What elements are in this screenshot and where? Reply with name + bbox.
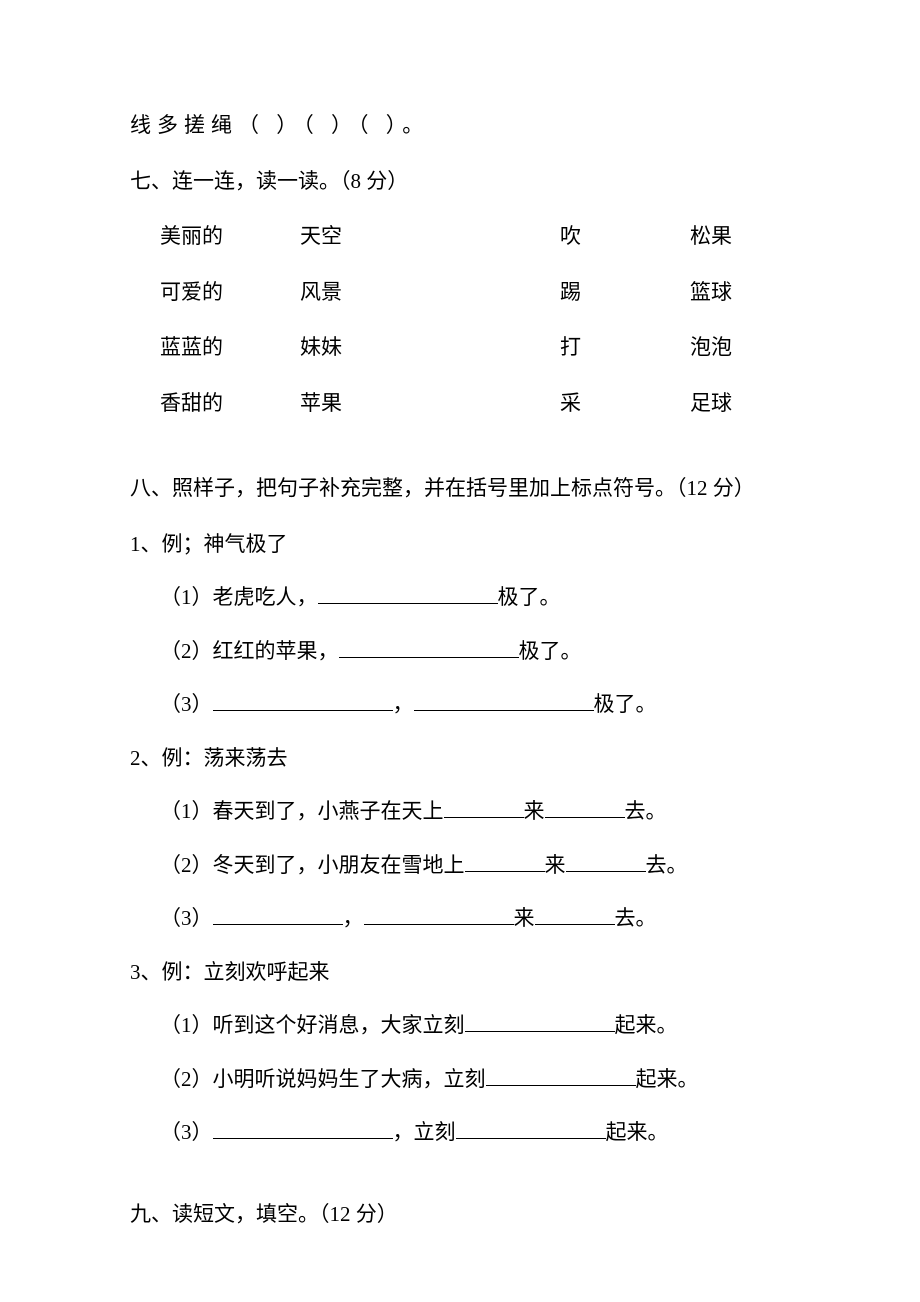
text: （2）冬天到了，小朋友在雪地上 [160,853,465,877]
match-word: 篮球 [690,277,770,309]
match-word: 蓝蓝的 [160,332,300,364]
fill-blank[interactable] [213,905,343,925]
q8-g2-item1: （1）春天到了，小燕子在天上 来 去。 [160,796,790,828]
match-word: 泡泡 [690,332,770,364]
q9-title: 九、读短文，填空。（12 分） [130,1199,790,1231]
q8-g1-item3: （3） ， 极了。 [160,689,790,721]
fill-blank[interactable] [456,1119,606,1139]
text: 来 [514,906,535,930]
text: （3） [160,906,213,930]
top-fragment: 线多搓绳（ ）（ ）（ ）。 [130,110,790,142]
fill-blank[interactable] [566,852,646,872]
q8-g3-item3: （3） ，立刻 起来。 [160,1117,790,1149]
text: 去。 [646,853,688,877]
text: （1）春天到了，小燕子在天上 [160,799,444,823]
fill-blank[interactable] [318,584,498,604]
text: 去。 [625,799,667,823]
text: （2）红红的苹果， [160,639,339,663]
text: 极了。 [498,585,561,609]
text: （1）老虎吃人， [160,585,318,609]
match-word: 可爱的 [160,277,300,309]
match-word: 踢 [560,277,690,309]
text: 来 [545,853,566,877]
text: 来 [524,799,545,823]
q7-col-nouns-right: 松果 篮球 泡泡 足球 [690,221,770,443]
q7-matching-table: 美丽的 可爱的 蓝蓝的 香甜的 天空 风景 妹妹 苹果 吹 踢 打 采 松果 篮… [160,221,790,443]
text: ，立刻 [393,1120,456,1144]
q8-g1-item2: （2）红红的苹果， 极了。 [160,636,790,668]
text: ， [393,692,414,716]
text: ， [343,906,364,930]
q8-g3-item2: （2）小明听说妈妈生了大病，立刻 起来。 [160,1064,790,1096]
q8-g3-item1: （1）听到这个好消息，大家立刻 起来。 [160,1010,790,1042]
fill-blank[interactable] [486,1066,636,1086]
q8-g2-example: 2、例：荡来荡去 [130,743,790,775]
fill-blank[interactable] [213,691,393,711]
text: （1）听到这个好消息，大家立刻 [160,1013,465,1037]
q8-g2-item3: （3） ， 来 去。 [160,903,790,935]
text: 极了。 [519,639,582,663]
q8-g1-example: 1、例；神气极了 [130,529,790,561]
fill-blank[interactable] [364,905,514,925]
text: 起来。 [615,1013,678,1037]
q8-g2-item2: （2）冬天到了，小朋友在雪地上 来 去。 [160,850,790,882]
fill-blank[interactable] [545,798,625,818]
text: （3） [160,1120,213,1144]
fill-blank[interactable] [535,905,615,925]
q7-col-verbs: 吹 踢 打 采 [560,221,690,443]
match-word: 吹 [560,221,690,253]
q7-col-adjectives: 美丽的 可爱的 蓝蓝的 香甜的 [160,221,300,443]
fill-blank[interactable] [465,1012,615,1032]
fill-blank[interactable] [339,638,519,658]
q8-g3-example: 3、例：立刻欢呼起来 [130,957,790,989]
match-word: 风景 [300,277,560,309]
q7-col-nouns-left: 天空 风景 妹妹 苹果 [300,221,560,443]
match-word: 苹果 [300,388,560,420]
text: 极了。 [594,692,657,716]
text: 起来。 [636,1067,699,1091]
fill-blank[interactable] [414,691,594,711]
fill-blank[interactable] [465,852,545,872]
match-word: 天空 [300,221,560,253]
match-word: 松果 [690,221,770,253]
fill-blank[interactable] [444,798,524,818]
match-word: 足球 [690,388,770,420]
text: 起来。 [606,1120,669,1144]
text: （3） [160,692,213,716]
q7-title: 七、连一连，读一读。（8 分） [130,166,790,198]
match-word: 美丽的 [160,221,300,253]
match-word: 香甜的 [160,388,300,420]
q8-title: 八、照样子，把句子补充完整，并在括号里加上标点符号。（12 分） [130,473,790,505]
match-word: 打 [560,332,690,364]
text: （2）小明听说妈妈生了大病，立刻 [160,1067,486,1091]
match-word: 妹妹 [300,332,560,364]
text: 去。 [615,906,657,930]
match-word: 采 [560,388,690,420]
fill-blank[interactable] [213,1119,393,1139]
q8-g1-item1: （1）老虎吃人， 极了。 [160,582,790,614]
